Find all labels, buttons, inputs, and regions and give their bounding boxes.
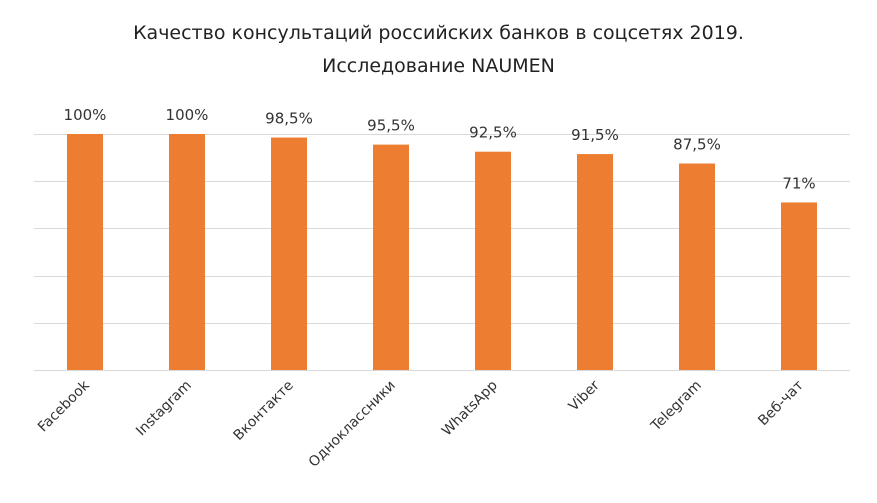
data-label: 71% xyxy=(782,174,815,192)
data-label: 100% xyxy=(64,106,107,124)
x-tick-label: Веб-чат xyxy=(755,378,807,430)
data-label: 91,5% xyxy=(571,126,619,144)
x-tick-label: Вконтакте xyxy=(231,378,297,444)
bar xyxy=(679,163,715,370)
x-tick-label: Telegram xyxy=(647,378,704,435)
data-label: 95,5% xyxy=(367,117,415,135)
bar xyxy=(781,202,817,370)
bar xyxy=(169,134,205,370)
x-tick-label: Viber xyxy=(566,377,603,414)
bar xyxy=(373,144,409,370)
chart-subtitle: Исследование NAUMEN xyxy=(322,55,555,77)
x-tick-label: Facebook xyxy=(35,377,93,435)
data-label: 98,5% xyxy=(265,110,313,128)
x-tick-label: Instagram xyxy=(133,378,195,440)
data-label: 92,5% xyxy=(469,124,517,142)
x-tick-label: Одноклассники xyxy=(306,378,399,471)
data-label: 100% xyxy=(166,106,209,124)
data-label: 87,5% xyxy=(673,136,721,154)
x-tick-label: WhatsApp xyxy=(439,377,501,439)
chart-title: Качество консультаций российских банков … xyxy=(133,22,744,44)
bar xyxy=(67,134,103,370)
bar xyxy=(475,151,511,370)
bar xyxy=(271,137,307,370)
bar xyxy=(577,154,613,370)
